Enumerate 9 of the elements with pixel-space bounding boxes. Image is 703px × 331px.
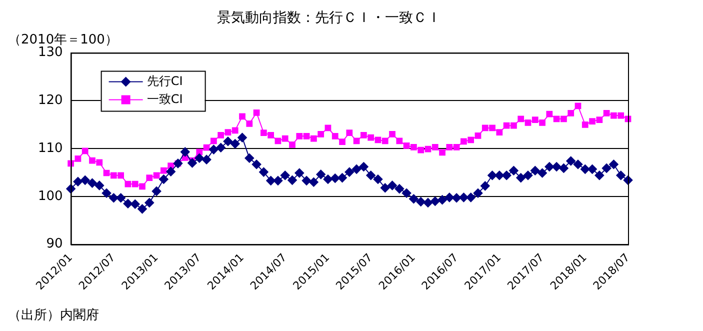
legend-label: 先行CI: [146, 74, 183, 88]
y-tick-label: 120: [38, 93, 63, 108]
text: （出所）内閣府: [8, 306, 99, 323]
y-tick-label: 130: [38, 45, 63, 60]
y-tick-label: 90: [46, 236, 63, 252]
y-tick-label: 100: [38, 188, 63, 204]
y-tick-label: 110: [38, 140, 63, 156]
legend-label: 一致CI: [146, 92, 183, 106]
chart-title: 景気動向指数：先行ＣＩ・一致ＣＩ: [217, 10, 441, 26]
